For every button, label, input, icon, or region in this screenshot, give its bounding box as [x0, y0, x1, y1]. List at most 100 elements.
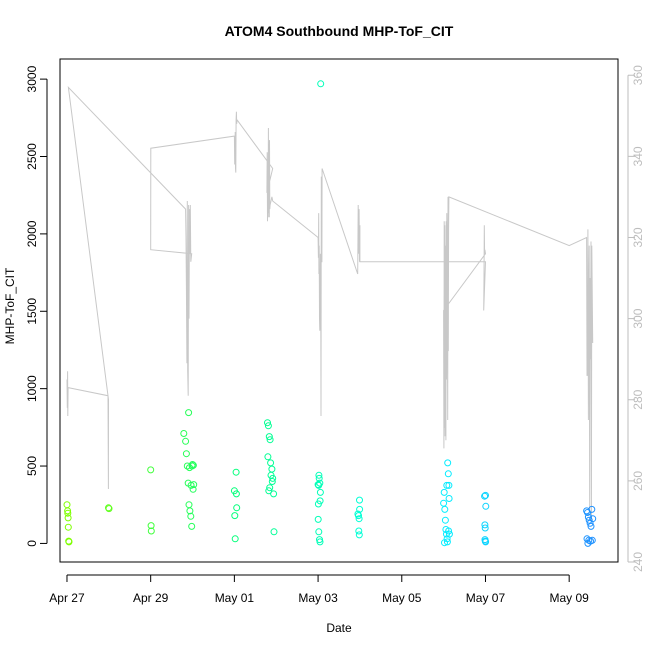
- data-point: [64, 507, 72, 515]
- y2-tick-label: 300: [631, 308, 645, 328]
- data-point: [482, 502, 490, 510]
- plot-frame: [59, 58, 619, 563]
- y-tick-label: 1000: [25, 375, 39, 402]
- data-point: [180, 430, 188, 437]
- secondary-line-layer: [66, 85, 594, 522]
- y-tick-label: 2000: [25, 220, 39, 247]
- y2-tick-label: 340: [631, 146, 645, 166]
- data-point: [316, 479, 324, 487]
- data-point: [147, 522, 155, 530]
- data-point: [356, 505, 364, 513]
- data-point: [356, 496, 363, 504]
- data-point: [64, 509, 72, 517]
- data-point: [182, 450, 190, 458]
- x-axis-label: Date: [326, 621, 352, 635]
- x-tick-label: Apr 29: [133, 591, 169, 605]
- data-point: [445, 530, 453, 538]
- data-point: [64, 514, 72, 522]
- data-point: [105, 505, 113, 513]
- data-point: [481, 492, 489, 500]
- y-axis-left: 0 500 1000 1500 2000 2500 3000: [25, 65, 48, 547]
- y-tick-label: 0: [25, 540, 39, 547]
- data-point: [185, 409, 193, 417]
- x-tick-label: May 01: [215, 591, 255, 605]
- data-point: [189, 485, 197, 493]
- data-point: [269, 474, 277, 482]
- data-point: [187, 512, 195, 520]
- data-point: [147, 527, 155, 535]
- data-point: [441, 539, 448, 547]
- data-point: [264, 419, 271, 427]
- y2-tick-label: 240: [631, 552, 645, 572]
- secondary-series-line: [66, 85, 594, 522]
- data-point: [588, 505, 596, 513]
- x-axis: Apr 27 Apr 29 May 01 May 03 May 05 May 07 May …: [49, 574, 589, 605]
- data-point: [316, 538, 324, 546]
- data-point: [443, 481, 451, 489]
- data-point: [182, 437, 190, 445]
- y-tick-label: 2500: [25, 143, 39, 170]
- x-tick-label: May 03: [298, 591, 338, 605]
- x-tick-label: May 09: [549, 591, 589, 605]
- y-axis-right: 240 260 280 300 320 340 360: [627, 65, 645, 572]
- data-point: [232, 468, 240, 476]
- data-point: [231, 512, 239, 520]
- data-point: [481, 524, 489, 532]
- data-point: [445, 481, 453, 489]
- data-point: [233, 504, 241, 512]
- data-point: [65, 538, 73, 546]
- data-point: [445, 495, 453, 502]
- x-tick-label: Apr 27: [49, 591, 85, 605]
- data-point: [185, 501, 193, 509]
- data-point: [482, 538, 490, 546]
- y2-tick-label: 320: [631, 227, 645, 247]
- y-axis-label: MHP-ToF_CIT: [3, 267, 17, 344]
- data-point: [584, 539, 592, 547]
- chart-title: ATOM4 Southbound MHP-ToF_CIT: [225, 23, 454, 39]
- data-point: [264, 422, 272, 430]
- data-point: [270, 528, 278, 536]
- y2-tick-label: 360: [631, 65, 645, 85]
- data-point: [584, 513, 592, 521]
- y2-tick-label: 280: [631, 389, 645, 409]
- data-point: [265, 487, 273, 495]
- data-point: [315, 471, 323, 479]
- data-point: [266, 436, 274, 444]
- data-point: [481, 521, 489, 529]
- data-point: [190, 481, 198, 489]
- data-point: [482, 491, 489, 499]
- data-point: [267, 459, 275, 467]
- data-point: [147, 466, 155, 474]
- data-point: [268, 465, 276, 473]
- data-point: [441, 505, 449, 513]
- y-tick-label: 3000: [25, 65, 39, 92]
- data-point: [587, 522, 595, 530]
- data-point: [355, 527, 363, 535]
- data-point: [268, 478, 276, 485]
- data-point: [265, 433, 273, 441]
- data-point: [314, 500, 322, 508]
- data-point: [232, 490, 240, 498]
- data-point: [589, 515, 597, 523]
- data-point: [444, 470, 452, 478]
- data-point: [585, 516, 593, 524]
- data-point: [64, 523, 72, 531]
- data-point: [314, 515, 322, 523]
- data-point: [317, 80, 325, 88]
- data-point: [445, 527, 453, 535]
- data-point: [444, 459, 452, 467]
- data-point: [270, 490, 278, 498]
- y-tick-label: 1500: [25, 298, 39, 325]
- scatter-points-layer: [63, 80, 597, 547]
- data-point: [440, 499, 448, 507]
- data-point: [440, 488, 448, 496]
- data-point: [231, 535, 239, 543]
- data-point: [189, 461, 197, 469]
- y2-tick-label: 260: [631, 471, 645, 491]
- data-point: [63, 501, 71, 509]
- y-tick-label: 500: [25, 456, 39, 476]
- data-point: [315, 528, 323, 536]
- data-point: [188, 522, 196, 530]
- data-point: [315, 474, 323, 482]
